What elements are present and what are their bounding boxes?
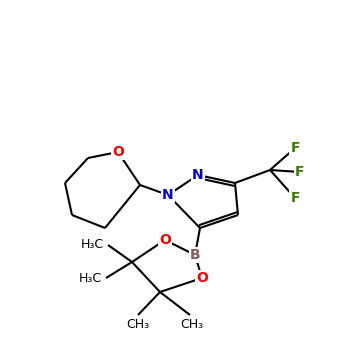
Text: CH₃: CH₃ — [126, 318, 149, 331]
Text: N: N — [192, 168, 204, 182]
Text: F: F — [295, 165, 305, 179]
Text: O: O — [112, 145, 124, 159]
Text: H₃C: H₃C — [81, 238, 104, 252]
Text: N: N — [162, 188, 174, 202]
Text: O: O — [196, 271, 208, 285]
Text: H₃C: H₃C — [79, 272, 102, 285]
Text: O: O — [159, 233, 171, 247]
Text: F: F — [290, 191, 300, 205]
Text: CH₃: CH₃ — [181, 318, 204, 331]
Text: F: F — [290, 141, 300, 155]
Text: B: B — [190, 248, 200, 262]
